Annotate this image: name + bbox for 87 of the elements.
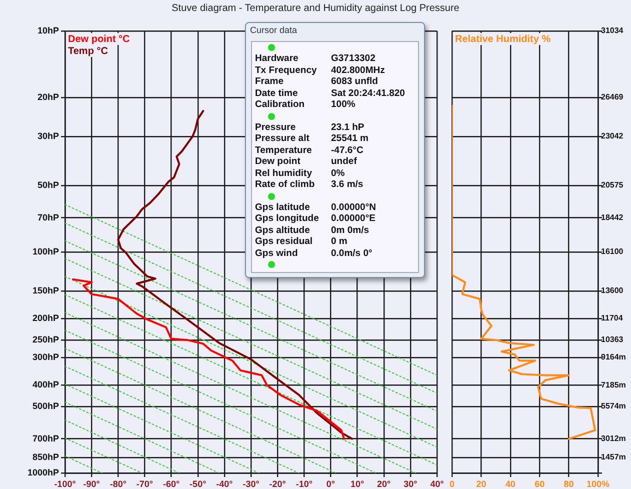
annotation: Hardware: [255, 53, 300, 64]
text: Temp °C: [68, 46, 108, 57]
annotation: 402.800MHz: [331, 64, 385, 76]
annotation: Calibration: [255, 99, 306, 110]
y-tick-label: 50hP: [37, 180, 59, 190]
annotation: 0.0m/s 0°: [331, 248, 372, 259]
annotation: 6083 unfld: [331, 76, 378, 88]
annotation: 0.00000°N: [331, 202, 376, 213]
y-tick-label: 30hP: [37, 130, 59, 141]
x-tick-label: 10°: [350, 478, 364, 489]
annotation: Sat 20:24:41.820: [331, 88, 405, 99]
annotation: -47.6°C: [331, 144, 364, 156]
y-tick-label: 10hP: [37, 25, 59, 36]
annotation: undef: [331, 156, 357, 168]
x-tick-label: 100%: [586, 478, 610, 489]
annotation: Frame: [255, 76, 285, 88]
text: 11704: [601, 314, 624, 323]
x-tick-label: -20°: [269, 478, 286, 489]
annotation: Gps longitude: [255, 213, 320, 224]
annotation: 25541 m: [331, 133, 369, 144]
text: Cursor data: [249, 24, 298, 37]
x-tick-label: -70°: [136, 478, 154, 489]
text: Relative Humidity %: [455, 34, 551, 45]
annotation: 3.6 m/s: [331, 179, 364, 190]
x-tick-label: 20°: [377, 478, 392, 489]
text: 31034: [601, 26, 624, 36]
annotation: Gps altitude: [255, 224, 311, 236]
x-tick-label: -30°: [242, 478, 260, 489]
text: 3012m: [601, 434, 626, 443]
y-tick-label: 1000hP: [27, 467, 59, 478]
annotation: Dew point: [255, 156, 302, 168]
x-tick-label: -90°: [83, 478, 100, 489]
annotation: Gps latitude: [255, 202, 311, 213]
y-tick-label: 250hP: [32, 334, 59, 344]
annotation: Pressure: [255, 122, 297, 133]
y-tick-label: 300hP: [32, 352, 59, 362]
annotation: Gps wind: [255, 248, 299, 259]
x-tick-label: 60: [534, 478, 545, 489]
x-tick-label: -60°: [162, 478, 180, 489]
annotation: Date time: [255, 88, 299, 99]
y-tick-label: 70hP: [37, 212, 59, 222]
annotation: 100%: [331, 99, 356, 110]
annotation: Tx Frequency: [255, 64, 318, 76]
x-tick-label: 0°: [326, 478, 336, 489]
y-tick-label: 200hP: [32, 313, 59, 324]
text: 7185m: [601, 380, 626, 390]
y-tick-label: 500hP: [32, 400, 59, 411]
y-tick-label: 150hP: [32, 285, 59, 296]
annotation: Gps residual: [255, 236, 314, 248]
annotation: 23.1 hP: [331, 122, 364, 133]
annotation: 0%: [331, 168, 345, 179]
x-tick-label: -100°: [54, 478, 76, 489]
x-tick-label: 0: [449, 478, 455, 489]
text: 10363: [601, 335, 624, 344]
text: 16100: [601, 247, 624, 256]
x-tick-label: -40°: [216, 478, 234, 489]
y-tick-label: 850hP: [32, 452, 59, 462]
x-tick-label: -80°: [110, 478, 127, 489]
annotation: 0 m: [331, 236, 348, 248]
annotation: 0.00000°E: [331, 213, 376, 224]
text: 9164m: [601, 352, 626, 362]
text: 18442: [601, 212, 624, 222]
y-tick-label: 400hP: [32, 380, 59, 390]
x-tick-label: 20: [476, 478, 486, 489]
y-tick-label: 100hP: [32, 246, 59, 256]
text: Dew point °C: [68, 34, 130, 45]
annotation: 0m 0m/s: [331, 224, 370, 236]
annotation: Pressure alt: [255, 133, 310, 144]
text: 13600: [601, 286, 624, 296]
text: 26469: [601, 92, 624, 102]
text: 1457m: [601, 452, 626, 462]
x-tick-label: -50°: [190, 478, 207, 489]
x-tick-label: 40: [505, 478, 516, 489]
text: 20575: [601, 180, 624, 190]
annotation: Rate of climb: [255, 179, 316, 190]
x-tick-label: -10°: [296, 478, 313, 489]
x-tick-label: 30°: [404, 478, 418, 489]
annotation: Temperature: [255, 144, 313, 156]
text: 23042: [601, 132, 624, 141]
annotation: Rel humidity: [255, 168, 314, 179]
y-tick-label: 20hP: [37, 92, 59, 102]
x-tick-label: 80: [564, 478, 574, 489]
chart-title: Stuve diagram - Temperature and Humidity against Log Pressure: [170, 3, 460, 14]
annotation: G3713302: [331, 53, 376, 64]
text: 5574m: [601, 402, 626, 411]
x-tick-label: 40°: [430, 478, 444, 489]
y-tick-label: 700hP: [32, 433, 59, 444]
